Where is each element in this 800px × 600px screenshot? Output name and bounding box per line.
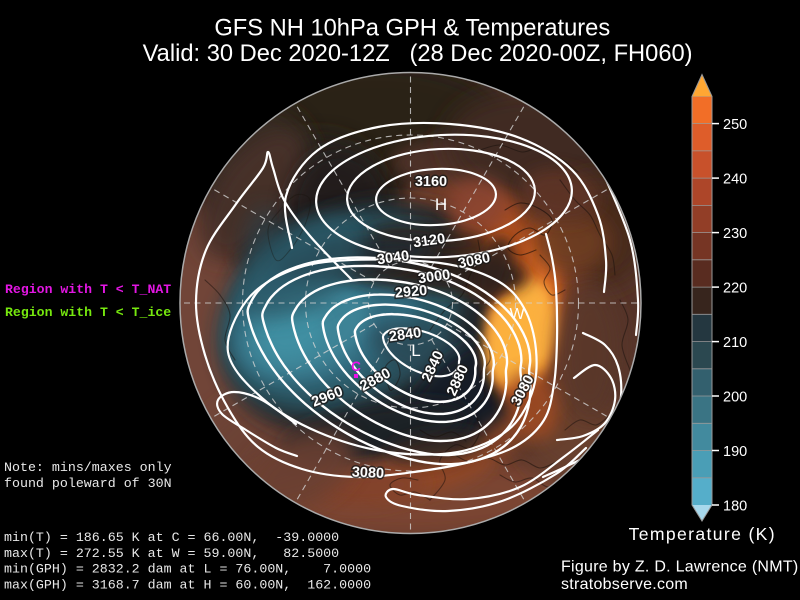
- svg-text:2840: 2840: [388, 325, 422, 345]
- svg-text:Region with T < T_NAT: Region with T < T_NAT: [5, 282, 171, 297]
- svg-text:Figure by Z. D. Lawrence (NMT): Figure by Z. D. Lawrence (NMT): [561, 559, 798, 576]
- svg-text:min(T) = 186.65 K at C = 66.00: min(T) = 186.65 K at C = 66.00N, -39.000…: [4, 530, 339, 545]
- svg-text:Temperature (K): Temperature (K): [629, 524, 776, 544]
- svg-text:3120: 3120: [412, 231, 446, 251]
- svg-text:max(GPH) = 3168.7 dam at H = 6: max(GPH) = 3168.7 dam at H = 60.00N, 162…: [4, 577, 371, 592]
- svg-text:L: L: [411, 341, 420, 360]
- svg-text:2920: 2920: [394, 283, 428, 302]
- svg-text:3000: 3000: [417, 267, 451, 287]
- svg-text:200: 200: [723, 390, 747, 406]
- svg-text:3080: 3080: [351, 464, 384, 482]
- svg-text:Region with T < T_ice: Region with T < T_ice: [5, 305, 171, 320]
- svg-text:250: 250: [723, 117, 747, 133]
- svg-text:min(GPH) = 2832.2 dam at L = 7: min(GPH) = 2832.2 dam at L = 76.00N, 7.0…: [4, 562, 371, 577]
- svg-text:W: W: [509, 306, 525, 323]
- svg-text:180: 180: [723, 499, 747, 515]
- svg-text:H: H: [435, 195, 447, 214]
- svg-text:220: 220: [723, 281, 747, 297]
- svg-text:max(T) = 272.55 K at W = 59.00: max(T) = 272.55 K at W = 59.00N, 82.5000: [4, 546, 339, 561]
- svg-text:GFS NH 10hPa GPH & Temperature: GFS NH 10hPa GPH & Temperatures: [214, 15, 610, 41]
- svg-text:found poleward of 30N: found poleward of 30N: [4, 476, 172, 491]
- svg-text:3040: 3040: [376, 248, 410, 268]
- svg-text:Valid: 30 Dec 2020-12Z (28 D: Valid: 30 Dec 2020-12Z (28 Dec 2020-00Z,…: [143, 41, 693, 67]
- svg-text:C: C: [351, 359, 361, 374]
- svg-text:230: 230: [723, 226, 747, 242]
- svg-text:Note: mins/maxes only: Note: mins/maxes only: [4, 460, 172, 475]
- svg-text:stratobserve.com: stratobserve.com: [561, 576, 688, 593]
- svg-text:210: 210: [723, 335, 747, 351]
- svg-text:3160: 3160: [415, 174, 447, 190]
- svg-text:190: 190: [723, 444, 747, 460]
- svg-text:240: 240: [723, 172, 747, 188]
